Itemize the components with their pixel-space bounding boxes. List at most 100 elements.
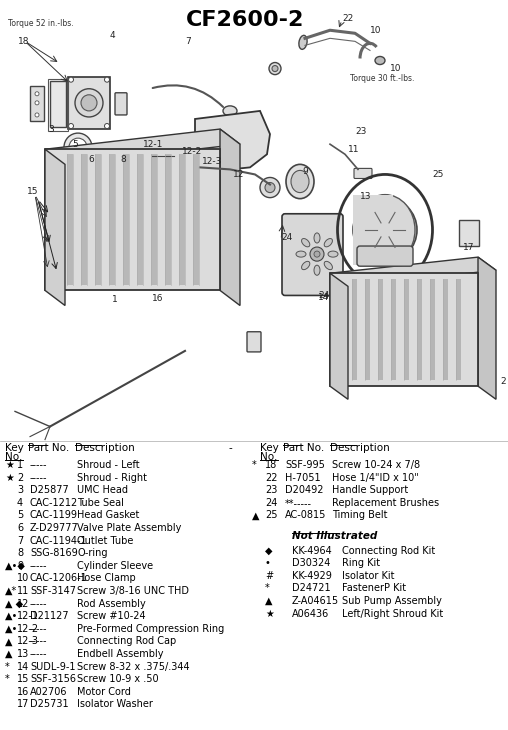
Circle shape (269, 63, 281, 74)
Text: 12-2: 12-2 (182, 147, 202, 155)
Text: ▲*: ▲* (5, 586, 17, 596)
Circle shape (69, 77, 74, 82)
Text: ▲: ▲ (5, 649, 13, 659)
Text: 25: 25 (265, 510, 277, 520)
Text: 3: 3 (48, 125, 54, 134)
FancyBboxPatch shape (115, 93, 127, 115)
FancyBboxPatch shape (50, 81, 66, 127)
Text: 23: 23 (355, 126, 366, 136)
FancyBboxPatch shape (123, 154, 129, 285)
FancyBboxPatch shape (151, 147, 175, 157)
Circle shape (69, 138, 87, 156)
FancyBboxPatch shape (179, 154, 185, 285)
FancyBboxPatch shape (165, 154, 171, 285)
Text: 12-1: 12-1 (17, 611, 39, 621)
Text: D21127: D21127 (30, 611, 69, 621)
Ellipse shape (291, 170, 309, 193)
Text: H-7051: H-7051 (285, 473, 321, 483)
Text: 12-2: 12-2 (17, 623, 39, 634)
Ellipse shape (286, 164, 314, 199)
Ellipse shape (328, 251, 338, 257)
Text: 12-1: 12-1 (143, 139, 164, 149)
Text: D24721: D24721 (292, 583, 331, 593)
Ellipse shape (302, 239, 310, 247)
Text: 24: 24 (281, 234, 292, 242)
Circle shape (365, 210, 405, 250)
Text: 23: 23 (265, 485, 277, 496)
Text: 1: 1 (17, 460, 23, 470)
FancyBboxPatch shape (357, 246, 413, 266)
Text: -----: ----- (30, 623, 48, 634)
Text: Handle Support: Handle Support (332, 485, 408, 496)
Text: Connecting Rod Kit: Connecting Rod Kit (342, 546, 435, 556)
Text: ◆: ◆ (265, 546, 272, 556)
Text: 12: 12 (233, 170, 244, 179)
Ellipse shape (296, 251, 306, 257)
Text: Shroud - Right: Shroud - Right (77, 473, 147, 483)
Circle shape (272, 66, 278, 72)
Text: 2: 2 (17, 473, 23, 483)
Ellipse shape (324, 239, 332, 247)
Text: Tube Seal: Tube Seal (77, 498, 124, 508)
FancyBboxPatch shape (443, 280, 448, 380)
Text: -----: ----- (30, 473, 48, 483)
Text: 11: 11 (348, 145, 360, 154)
Text: Valve Plate Assembly: Valve Plate Assembly (77, 523, 181, 533)
Circle shape (377, 222, 393, 238)
Text: *: * (5, 674, 10, 684)
Text: 9: 9 (302, 167, 308, 176)
Polygon shape (45, 149, 65, 306)
FancyBboxPatch shape (193, 154, 199, 285)
Text: 8: 8 (17, 548, 23, 558)
Text: 17: 17 (17, 699, 29, 710)
FancyBboxPatch shape (353, 195, 393, 265)
Text: -----: ----- (30, 460, 48, 470)
Circle shape (105, 77, 110, 82)
Text: Z-A04615: Z-A04615 (292, 596, 339, 606)
Circle shape (265, 182, 275, 193)
Text: Key: Key (260, 443, 279, 453)
FancyBboxPatch shape (137, 154, 143, 285)
Text: •: • (265, 558, 271, 569)
Text: 18: 18 (265, 460, 277, 470)
Text: A06436: A06436 (292, 609, 329, 618)
Text: O-ring: O-ring (77, 548, 108, 558)
Text: 11: 11 (17, 586, 29, 596)
Text: **-----: **----- (285, 498, 312, 508)
Text: Screw 10-9 x .50: Screw 10-9 x .50 (77, 674, 158, 684)
Text: ▲•: ▲• (5, 623, 18, 634)
Text: -----: ----- (30, 637, 48, 646)
Text: KK-4929: KK-4929 (292, 571, 332, 581)
Text: 24: 24 (265, 498, 277, 508)
Text: ▲: ▲ (265, 596, 272, 606)
Text: Screw 10-24 x 7/8: Screw 10-24 x 7/8 (332, 460, 420, 470)
Text: 7: 7 (17, 536, 23, 545)
FancyBboxPatch shape (151, 154, 157, 285)
Text: 15: 15 (27, 187, 39, 196)
Text: *: * (5, 661, 10, 672)
Text: 14: 14 (17, 661, 29, 672)
Text: -----: ----- (30, 649, 48, 659)
Ellipse shape (223, 106, 237, 116)
Text: CAC-1194-1: CAC-1194-1 (30, 536, 87, 545)
FancyBboxPatch shape (30, 85, 44, 121)
FancyBboxPatch shape (282, 214, 343, 296)
Text: D20492: D20492 (285, 485, 324, 496)
Text: ▲ ◆: ▲ ◆ (5, 599, 23, 609)
Text: Left/Right Shroud Kit: Left/Right Shroud Kit (342, 609, 443, 618)
Text: Cylinder Sleeve: Cylinder Sleeve (77, 561, 153, 571)
Text: Z-D29777: Z-D29777 (30, 523, 79, 533)
Text: CF2600-2: CF2600-2 (186, 10, 304, 30)
Text: UMC Head: UMC Head (77, 485, 128, 496)
Text: 10: 10 (370, 26, 382, 35)
Text: Isolator Washer: Isolator Washer (77, 699, 153, 710)
FancyBboxPatch shape (95, 154, 101, 285)
Text: Shroud - Left: Shroud - Left (77, 460, 140, 470)
Text: Pre-Formed Compression Ring: Pre-Formed Compression Ring (77, 623, 224, 634)
Text: 6: 6 (17, 523, 23, 533)
Circle shape (81, 95, 97, 111)
Text: Motor Cord: Motor Cord (77, 687, 131, 696)
FancyBboxPatch shape (417, 280, 422, 380)
Text: 12-3: 12-3 (17, 637, 39, 646)
Text: Key: Key (5, 443, 24, 453)
